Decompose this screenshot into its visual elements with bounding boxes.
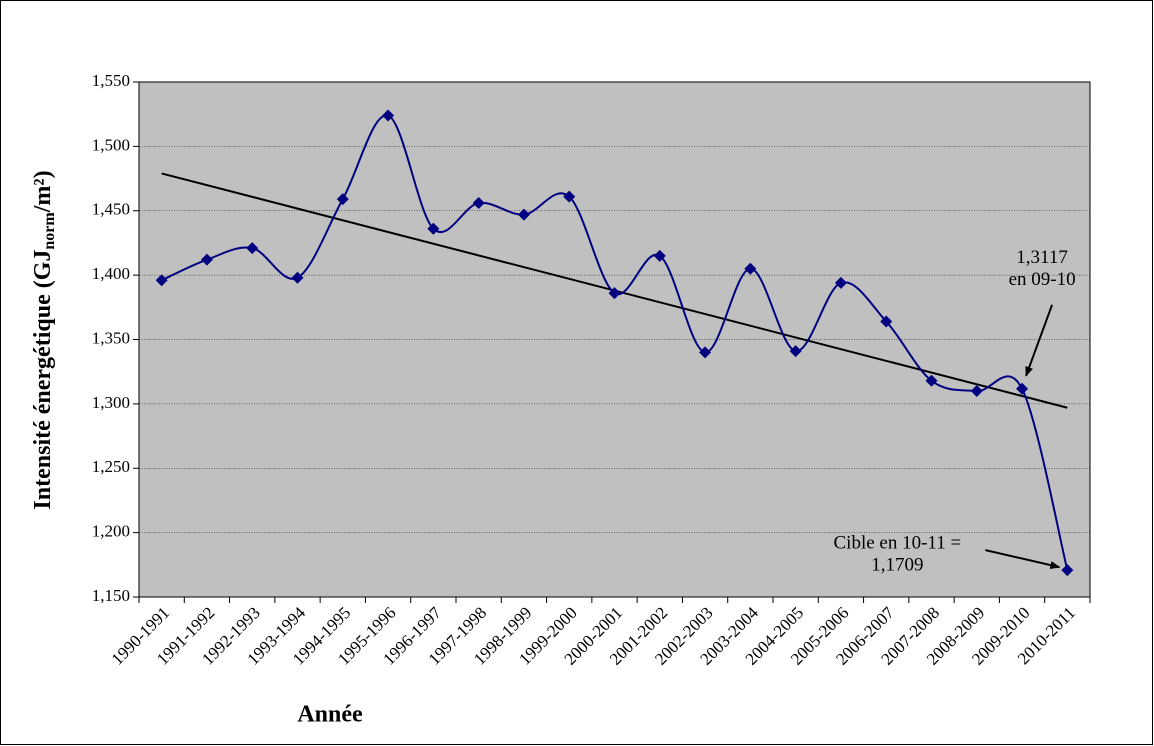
annotation-arrow [1025,304,1054,377]
y-tick-label: 1,350 [92,328,130,347]
marker [834,276,847,289]
marker [699,346,712,359]
marker [608,287,621,300]
marker [291,271,304,284]
y-tick-label: 1,450 [92,200,130,219]
y-tick-label: 1,200 [92,522,130,541]
marker [789,345,802,358]
marker [744,262,757,275]
annotation: 1,1709 [871,554,923,575]
series-line [161,114,1069,571]
marker [1016,382,1029,395]
marker [563,190,576,203]
y-title-sub: norm [41,212,58,250]
y-tick-label: 1,500 [92,135,130,154]
marker [155,274,168,287]
marker [925,374,938,387]
y-title-part: Intensité énergétique (GJ [30,250,56,510]
marker [200,253,213,266]
y-tick-label: 1,400 [92,264,130,283]
annotation-arrow [985,549,1061,569]
y-tick-label: 1,300 [92,393,130,412]
y-tick-label: 1,550 [92,71,130,90]
y-title-part: /m²) [30,170,56,213]
plot-border [138,81,1091,598]
marker [970,385,983,397]
y-tick-label: 1,150 [92,586,130,605]
marker [336,193,349,206]
annotation: 1,3117 [1016,247,1068,268]
marker [517,208,530,221]
marker [382,109,395,122]
marker [1061,564,1074,577]
x-axis-title: Année [297,702,363,728]
annotation: Cible en 10-11 = [834,532,962,553]
annotation: en 09-10 [1009,269,1076,290]
y-axis-title: Intensité énergétique (GJnorm/m²) [30,170,58,509]
y-tick-label: 1,250 [92,457,130,476]
marker [472,197,485,210]
marker [653,249,666,262]
marker [427,222,440,235]
marker [246,242,259,255]
marker [880,315,893,328]
